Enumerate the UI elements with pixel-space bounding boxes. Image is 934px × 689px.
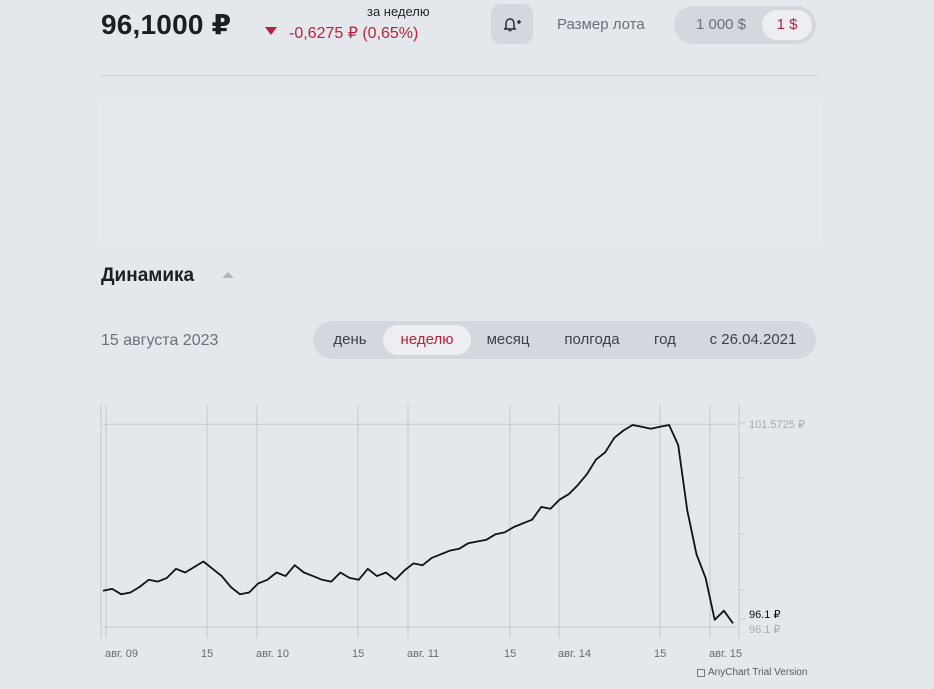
chart-credit: AnyChart Trial Version [697, 667, 808, 678]
x-axis-ticks: авг. 09 15 авг. 10 15 авг. 11 15 авг. 14 15 авг.… [105, 648, 742, 660]
lot-size-toggle: 1 000 $ 1 $ [674, 6, 816, 44]
tab-year[interactable]: год [654, 331, 676, 348]
section-title: Динамика [101, 265, 195, 286]
header-divider [101, 75, 818, 76]
y-axis: 101.5725 ₽ 96.1 ₽ [738, 405, 805, 638]
x-tick-label: авг. 15 [709, 648, 742, 660]
bell-plus-icon [503, 18, 521, 32]
x-tick-label: 15 [352, 648, 364, 660]
content-placeholder [97, 97, 823, 247]
current-price: 96,1000 ₽ [101, 9, 232, 40]
price-change: -0,6275 ₽ (0,65%) [289, 25, 419, 42]
lot-option-1[interactable]: 1 $ [762, 10, 812, 40]
collapse-caret-icon[interactable] [222, 272, 234, 278]
triangle-down-icon [265, 27, 277, 35]
x-tick-label: авг. 09 [105, 648, 138, 660]
current-date: 15 августа 2023 [101, 332, 219, 349]
x-tick-label: 15 [504, 648, 516, 660]
lot-size-label: Размер лота [557, 16, 645, 33]
x-tick-label: 15 [201, 648, 213, 660]
lot-option-1000[interactable]: 1 000 $ [695, 16, 747, 33]
x-tick-label: авг. 10 [256, 648, 289, 660]
tab-since-start[interactable]: с 26.04.2021 [709, 331, 797, 348]
tab-day[interactable]: день [333, 331, 367, 348]
add-alert-button[interactable] [491, 4, 533, 44]
x-tick-label: авг. 11 [407, 648, 439, 660]
chart-bars-icon [697, 668, 705, 677]
y-tick-label: 96.1 ₽ [749, 624, 780, 636]
change-period-caption: за неделю [367, 4, 430, 19]
chart-grid [100, 405, 737, 638]
y-tick-label: 101.5725 ₽ [749, 419, 805, 431]
series-line [102, 424, 734, 624]
range-tabs: день неделю месяц полгода год с 26.04.20… [313, 321, 816, 359]
tab-month[interactable]: месяц [486, 331, 530, 348]
x-tick-label: авг. 14 [558, 648, 591, 660]
last-value-label: 96.1 ₽ [749, 609, 780, 621]
price-chart: авг. 09 15 авг. 10 15 авг. 11 15 авг. 14 15 авг.… [100, 405, 805, 660]
tab-half-year[interactable]: полгода [564, 331, 620, 348]
credit-text: AnyChart Trial Version [708, 667, 808, 678]
x-tick-label: 15 [654, 648, 666, 660]
tab-week[interactable]: неделю [383, 325, 471, 355]
